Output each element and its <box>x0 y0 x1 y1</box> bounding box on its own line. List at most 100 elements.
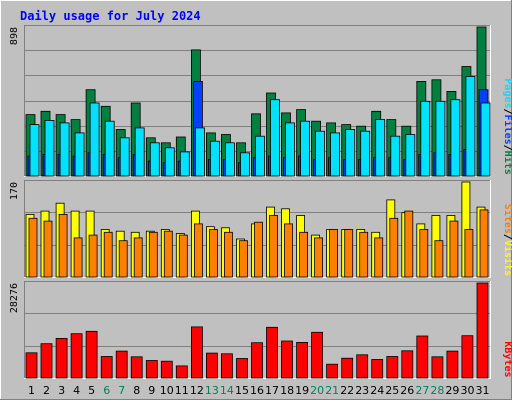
bar-sites-day-4 <box>73 237 83 278</box>
legend-item-hits: Hits <box>502 151 512 175</box>
bar-pages-day-6 <box>104 120 115 177</box>
bar-sites-day-21 <box>329 229 339 278</box>
bar-kbytes-day-17 <box>266 326 278 379</box>
bar-kbytes-day-26 <box>401 350 414 379</box>
bar-kbytes-day-16 <box>251 342 263 379</box>
x-tick-label-day-20: 20 <box>310 384 324 397</box>
bar-kbytes-day-12 <box>190 326 203 379</box>
bar-sites-day-6 <box>103 231 113 278</box>
bar-pages-day-27 <box>420 100 431 177</box>
bar-kbytes-day-9 <box>145 360 158 379</box>
bar-kbytes-day-6 <box>100 356 113 379</box>
legend-separator: / <box>502 234 512 240</box>
bar-sites-day-15 <box>239 240 248 278</box>
bar-kbytes-day-31 <box>476 282 489 379</box>
bar-pages-day-4 <box>74 132 85 177</box>
legend-separator: / <box>502 109 512 115</box>
x-tick-label-day-22: 22 <box>340 384 354 397</box>
bar-sites-day-2 <box>43 220 53 278</box>
x-tick-label-day-27: 27 <box>415 384 429 397</box>
bar-kbytes-day-28 <box>431 356 444 379</box>
y-max-label: 170 <box>9 182 20 200</box>
bar-pages-day-22 <box>345 129 356 177</box>
legend-item-kbytes: KBytes <box>502 341 512 377</box>
bar-sites-day-29 <box>449 220 459 278</box>
x-tick-label-day-21: 21 <box>325 384 339 397</box>
bar-kbytes-day-25 <box>386 356 399 379</box>
x-tick-label-day-17: 17 <box>265 384 279 397</box>
bar-pages-day-14 <box>224 142 235 177</box>
bar-pages-day-31 <box>480 102 491 177</box>
bar-kbytes-day-30 <box>461 335 474 379</box>
bar-pages-day-19 <box>300 120 311 177</box>
legend: Sites/Visits <box>502 204 512 276</box>
bar-pages-day-2 <box>44 120 55 177</box>
bar-kbytes-day-5 <box>85 330 98 379</box>
x-tick-label-day-23: 23 <box>355 384 369 397</box>
bar-pages-day-11 <box>179 151 190 177</box>
bar-sites-day-3 <box>58 213 68 278</box>
legend-item-visits: Visits <box>502 240 512 276</box>
x-tick-label-day-13: 13 <box>205 384 219 397</box>
x-tick-label-day-7: 7 <box>118 384 125 397</box>
bar-pages-day-15 <box>240 152 250 177</box>
bar-sites-day-20 <box>314 237 324 278</box>
bar-pages-day-7 <box>119 137 130 177</box>
x-tick-label-day-28: 28 <box>430 384 444 397</box>
legend-item-files: Files <box>502 115 512 145</box>
x-tick-label-day-26: 26 <box>400 384 414 397</box>
bar-sites-day-8 <box>133 237 143 278</box>
bars-visits_sites <box>25 181 489 278</box>
legend-item-pages: Pages <box>502 78 512 108</box>
bar-kbytes-day-24 <box>371 359 384 379</box>
bar-kbytes-day-10 <box>160 360 173 379</box>
x-tick-label-day-11: 11 <box>175 384 189 397</box>
bar-kbytes-day-23 <box>356 354 369 379</box>
bar-pages-day-29 <box>450 99 461 177</box>
x-tick-label-day-3: 3 <box>58 384 65 397</box>
bar-kbytes-day-2 <box>40 343 53 379</box>
x-tick-label-day-5: 5 <box>88 384 95 397</box>
bar-pages-day-16 <box>255 135 265 177</box>
x-tick-label-day-14: 14 <box>220 384 234 397</box>
x-tick-label-day-25: 25 <box>385 384 399 397</box>
y-max-label: 898 <box>9 27 20 45</box>
panel-visits_sites: 170 Sites/Visits <box>9 180 512 278</box>
bar-kbytes-day-8 <box>130 356 143 379</box>
x-tick-label-day-31: 31 <box>476 384 490 397</box>
bar-pages-day-10 <box>164 147 175 177</box>
bar-pages-day-25 <box>390 135 401 177</box>
bar-pages-day-13 <box>209 140 220 177</box>
bar-sites-day-23 <box>359 231 369 278</box>
bar-kbytes-day-7 <box>115 350 128 379</box>
bar-kbytes-day-1 <box>25 352 38 379</box>
x-tick-label-day-19: 19 <box>295 384 309 397</box>
bar-kbytes-day-29 <box>446 350 459 379</box>
bar-sites-day-7 <box>118 240 128 278</box>
bar-sites-day-18 <box>284 223 293 278</box>
bar-pages-day-23 <box>360 130 371 177</box>
panel-kbytes: 28276 KBytes <box>9 281 512 379</box>
x-tick-label-day-2: 2 <box>43 384 50 397</box>
bar-pages-day-5 <box>89 102 100 177</box>
bar-sites-day-1 <box>28 217 38 278</box>
bar-kbytes-day-19 <box>296 341 309 379</box>
bar-sites-day-24 <box>374 237 384 278</box>
legend: KBytes <box>502 341 512 377</box>
x-tick-label-day-6: 6 <box>103 384 110 397</box>
x-tick-label-day-29: 29 <box>445 384 459 397</box>
bar-sites-day-25 <box>389 217 399 278</box>
bar-pages-day-18 <box>285 122 295 177</box>
bar-kbytes-day-3 <box>55 337 68 379</box>
bar-pages-day-1 <box>29 124 40 177</box>
bar-kbytes-day-4 <box>70 333 83 379</box>
bar-sites-day-12 <box>193 223 203 278</box>
bar-sites-day-16 <box>254 221 263 278</box>
legend-item-sites: Sites <box>502 204 512 234</box>
bar-kbytes-day-18 <box>281 340 293 379</box>
bar-sites-day-22 <box>344 229 354 278</box>
bar-pages-day-30 <box>465 76 476 177</box>
legend-separator: / <box>502 145 512 151</box>
